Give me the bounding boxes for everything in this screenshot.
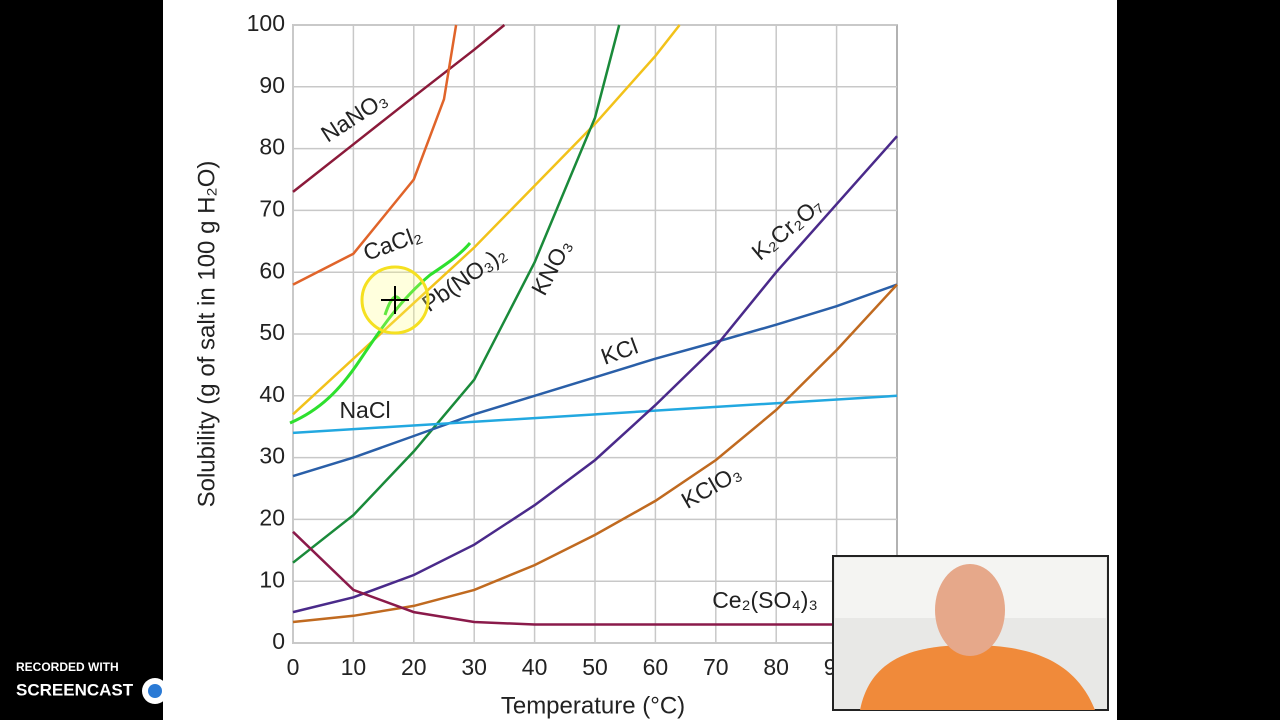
x-tick-label: 0	[287, 654, 300, 680]
series-label: Ce₂(SO₄)₃	[712, 587, 818, 613]
x-tick-label: 50	[582, 654, 608, 680]
series-line	[292, 24, 506, 193]
y-tick-label: 100	[247, 10, 285, 36]
series-line	[292, 283, 898, 624]
webcam-person-body	[860, 645, 1095, 710]
cursor	[381, 286, 409, 314]
x-tick-label: 10	[341, 654, 367, 680]
x-axis-title: Temperature (°C)	[501, 692, 685, 719]
series-line	[292, 24, 621, 564]
watermark-brand: SCREENCAST	[16, 680, 134, 699]
series-line	[292, 135, 898, 614]
series-line	[292, 283, 898, 478]
series-label: NaCl	[339, 397, 390, 423]
y-axis-title: Solubility (g of salt in 100 g H₂O)	[193, 161, 220, 508]
watermark-brand-2: MATIC	[176, 680, 228, 699]
y-tick-label: 30	[259, 443, 285, 469]
y-tick-label: 90	[259, 72, 285, 98]
series-line	[292, 394, 898, 435]
y-tick-label: 10	[259, 566, 285, 592]
y-tick-label: 70	[259, 195, 285, 221]
y-tick-label: 60	[259, 257, 285, 283]
x-tick-label: 80	[763, 654, 789, 680]
series-line	[292, 24, 681, 416]
y-tick-label: 0	[272, 628, 285, 654]
webcam-person-head	[935, 564, 1005, 656]
y-tick-label: 20	[259, 504, 285, 530]
x-tick-label: 70	[703, 654, 729, 680]
y-tick-label: 40	[259, 381, 285, 407]
x-tick-label: 40	[522, 654, 548, 680]
series-line	[292, 24, 458, 286]
y-tick-label: 80	[259, 134, 285, 160]
y-tick-label: 50	[259, 319, 285, 345]
watermark-logo-dot	[148, 684, 162, 698]
webcam	[832, 555, 1109, 711]
chart: 0102030405060708090100010203040506070809…	[247, 10, 898, 680]
series-line	[292, 530, 897, 626]
watermark-recorded: RECORDED WITH	[16, 660, 119, 674]
pen-annotation	[289, 242, 472, 425]
x-tick-label: 20	[401, 654, 427, 680]
x-tick-label: 30	[461, 654, 487, 680]
x-tick-label: 60	[643, 654, 669, 680]
